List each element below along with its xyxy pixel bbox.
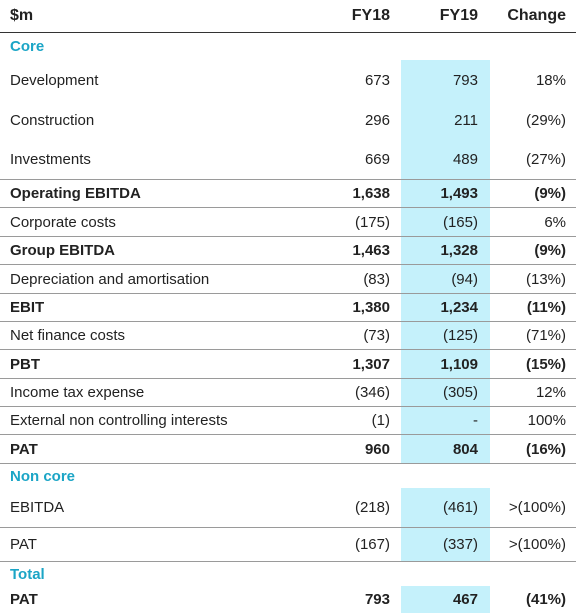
row-label: EBIT <box>10 299 45 316</box>
cell: (165) <box>401 208 490 236</box>
cell: 804 <box>401 435 490 463</box>
table-row: PAT (167) (337) >(100%) <box>0 528 576 562</box>
cell: (9%) <box>534 185 566 202</box>
table-row: Net finance costs (73) (125) (71%) <box>0 322 576 350</box>
cell: (346) <box>354 384 390 401</box>
row-label: Total <box>10 565 45 583</box>
cell: >(100%) <box>508 499 566 516</box>
cell: (1) <box>371 412 390 429</box>
cell: 467 <box>401 586 490 613</box>
cell: (29%) <box>525 111 566 129</box>
row-label: External non controlling interests <box>10 412 228 429</box>
cell: (337) <box>401 528 490 561</box>
cell: 6% <box>544 213 566 231</box>
table-row: Corporate costs (175) (165) 6% <box>0 208 576 237</box>
row-label: $m <box>10 7 34 24</box>
table-row: PBT 1,307 1,109 (15%) <box>0 350 576 379</box>
table-row: EBIT 1,380 1,234 (11%) <box>0 294 576 322</box>
row-label: Net finance costs <box>10 327 126 344</box>
cell: (13%) <box>525 270 566 288</box>
cell: 18% <box>535 71 566 89</box>
table-row: External non controlling interests (1) - 10… <box>0 407 576 435</box>
cell: 1,463 <box>352 242 390 259</box>
cell: (27%) <box>525 151 566 168</box>
row-label: Development <box>10 71 99 89</box>
table-row: Income tax expense (346) (305) 12% <box>0 379 576 407</box>
cell: (175) <box>354 213 390 231</box>
cell: >(100%) <box>508 536 566 553</box>
cell: 1,380 <box>352 299 390 316</box>
row-label: Operating EBITDA <box>10 185 141 202</box>
table-row: Group EBITDA 1,463 1,328 (9%) <box>0 237 576 265</box>
row-label: Depreciation and amortisation <box>10 270 210 288</box>
table-row: Development 673 793 18% <box>0 60 576 100</box>
table-row: EBITDA (218) (461) >(100%) <box>0 488 576 528</box>
table-row: Investments 669 489 (27%) <box>0 140 576 180</box>
cell: 1,109 <box>401 350 490 378</box>
row-label: Income tax expense <box>10 384 145 401</box>
row-label: PBT <box>10 355 40 373</box>
cell: 100% <box>527 412 566 429</box>
row-label: Non core <box>10 467 76 485</box>
cell: (461) <box>401 488 490 527</box>
cell: 1,493 <box>401 180 490 207</box>
header-row: $m FY18 FY19 Change <box>0 0 576 33</box>
cell: 296 <box>364 111 390 129</box>
row-label: PAT <box>10 440 38 458</box>
cell: (218) <box>354 499 390 516</box>
cell: 1,307 <box>352 355 390 373</box>
row-label: Core <box>10 38 45 55</box>
table-row: PAT 960 804 (16%) <box>0 435 576 464</box>
cell: - <box>401 407 490 434</box>
cell: 211 <box>401 100 490 140</box>
cell: (16%) <box>525 440 566 458</box>
cell: (83) <box>363 270 390 288</box>
cell: (41%) <box>525 591 566 608</box>
table-row: Operating EBITDA 1,638 1,493 (9%) <box>0 180 576 208</box>
table-row: PAT 793 467 (41%) <box>0 586 576 613</box>
cell: (9%) <box>534 242 566 259</box>
cell: FY18 <box>351 7 390 24</box>
row-label: Construction <box>10 111 95 129</box>
cell: (15%) <box>525 355 566 373</box>
cell: (94) <box>401 265 490 293</box>
cell: (11%) <box>526 299 566 316</box>
section-title: Total <box>0 562 576 586</box>
cell: FY19 <box>439 7 478 24</box>
cell: 1,638 <box>352 185 390 202</box>
cell: 793 <box>401 60 490 100</box>
table-row: Construction 296 211 (29%) <box>0 100 576 140</box>
table-row: Depreciation and amortisation (83) (94) (13… <box>0 265 576 294</box>
cell: Change <box>507 7 566 24</box>
row-label: PAT <box>10 591 38 608</box>
cell: (125) <box>401 322 490 349</box>
cell: 12% <box>535 384 566 401</box>
cell: 673 <box>364 71 390 89</box>
row-label: Corporate costs <box>10 213 116 231</box>
cell: (167) <box>354 536 390 553</box>
section-title: Non core <box>0 464 576 488</box>
cell: 669 <box>364 151 390 168</box>
row-label: EBITDA <box>10 499 65 516</box>
section-title: Core <box>0 33 576 60</box>
row-label: PAT <box>10 536 37 553</box>
cell: (73) <box>363 327 390 344</box>
row-label: Investments <box>10 151 91 168</box>
cell: 489 <box>401 140 490 179</box>
cell: 1,328 <box>401 237 490 264</box>
cell: 793 <box>364 591 390 608</box>
cell: 1,234 <box>401 294 490 321</box>
cell: (305) <box>401 379 490 406</box>
row-label: Group EBITDA <box>10 242 115 259</box>
cell: (71%) <box>525 327 566 344</box>
cell: 960 <box>364 440 390 458</box>
